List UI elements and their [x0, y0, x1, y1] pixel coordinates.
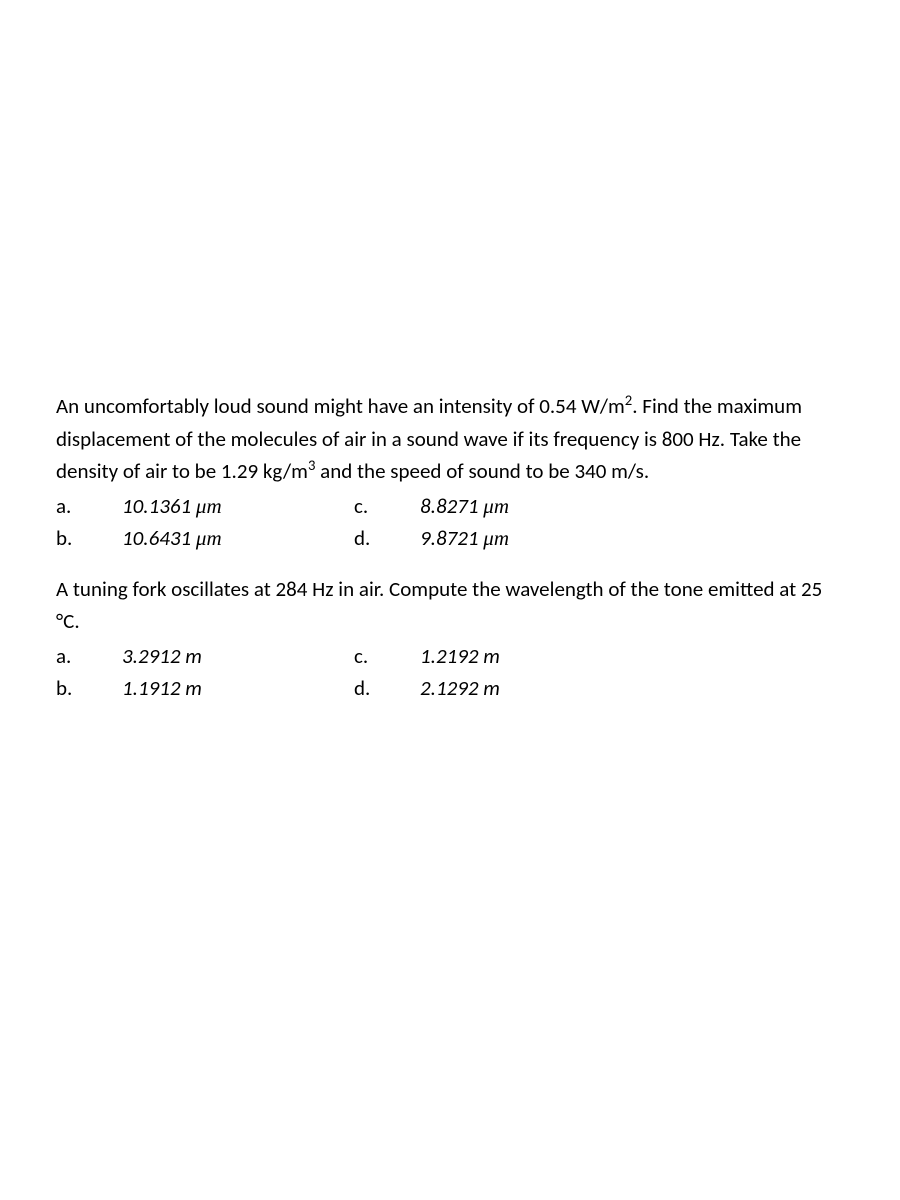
question-2-options: a. 3.2912 m c. 1.2192 m b. 1.1912 m d. 2… — [56, 640, 844, 705]
option-letter: c. — [354, 640, 382, 673]
option-value: 1.1912 m — [94, 672, 344, 705]
option-value: 1.2192 m — [392, 640, 642, 673]
option-letter: a. — [56, 490, 84, 523]
option-value: 8.8271 μm — [392, 490, 642, 523]
option-value: 3.2912 m — [94, 640, 344, 673]
option-value: 10.1361 μm — [94, 490, 344, 523]
option-letter: d. — [354, 672, 382, 705]
option-value: 9.8721 μm — [392, 522, 642, 555]
option-letter: c. — [354, 490, 382, 523]
option-letter: a. — [56, 640, 84, 673]
question-1: An uncomfortably loud sound might have a… — [56, 390, 844, 555]
question-1-prompt: An uncomfortably loud sound might have a… — [56, 390, 844, 488]
option-value: 2.1292 m — [392, 672, 642, 705]
page: An uncomfortably loud sound might have a… — [0, 0, 900, 705]
question-2-prompt: A tuning fork oscillates at 284 Hz in ai… — [56, 573, 844, 638]
option-value: 10.6431 μm — [94, 522, 344, 555]
option-letter: b. — [56, 522, 84, 555]
option-letter: d. — [354, 522, 382, 555]
question-1-options: a. 10.1361 μm c. 8.8271 μm b. 10.6431 μm… — [56, 490, 844, 555]
option-letter: b. — [56, 672, 84, 705]
question-2: A tuning fork oscillates at 284 Hz in ai… — [56, 573, 844, 705]
